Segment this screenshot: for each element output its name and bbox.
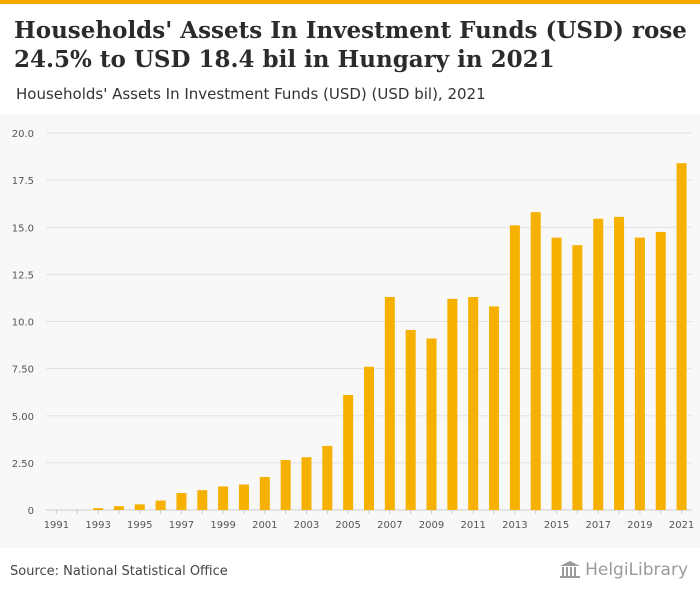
- bar: [238, 484, 249, 510]
- chart-area: 0 2.50 5.00 7.50 10.0 12.5 15.0 17.5 20.0 1991 199…: [0, 114, 700, 548]
- bar: [218, 486, 229, 510]
- bar: [426, 338, 437, 510]
- y-tick-label: 0: [28, 506, 34, 517]
- bar: [384, 296, 395, 510]
- bar-chart: 0 2.50 5.00 7.50 10.0 12.5 15.0 17.5 20.0 1991 199…: [12, 129, 695, 531]
- x-tick-label: 2009: [419, 520, 444, 531]
- brand-logo[interactable]: HelgiLibrary: [559, 560, 688, 580]
- bar: [468, 296, 479, 510]
- chart-subtitle: Households' Assets In Investment Funds (…: [16, 85, 486, 103]
- bar: [93, 508, 104, 510]
- bar: [155, 500, 166, 510]
- x-tick-label: 1999: [210, 520, 235, 531]
- y-tick-label: 10.0: [12, 318, 34, 329]
- x-tick-label: 1991: [44, 520, 69, 531]
- bar: [113, 506, 124, 510]
- page-title: Households' Assets In Investment Funds (…: [14, 17, 687, 73]
- bar: [197, 490, 208, 510]
- x-tick-label: 1997: [169, 520, 194, 531]
- bar: [593, 218, 604, 510]
- y-tick-label: 17.5: [12, 176, 34, 187]
- header: Households' Assets In Investment Funds (…: [0, 4, 700, 114]
- x-tick-label: 2005: [335, 520, 360, 531]
- library-icon: [560, 561, 581, 578]
- y-tick-label: 2.50: [12, 459, 34, 470]
- x-tick-label: 2017: [585, 520, 610, 531]
- y-tick-label: 5.00: [12, 412, 34, 423]
- bar: [530, 212, 541, 511]
- bar: [176, 493, 187, 510]
- x-tick-label: 2001: [252, 520, 277, 531]
- x-tick-label: 2021: [669, 520, 694, 531]
- x-tick-label: 1995: [127, 520, 152, 531]
- source-note: Source: National Statistical Office: [10, 564, 228, 579]
- y-tick-label: 12.5: [12, 270, 34, 281]
- x-tick-label: 2015: [544, 520, 569, 531]
- x-tick-label: 1993: [85, 520, 110, 531]
- bar: [259, 477, 270, 510]
- bar: [551, 237, 562, 510]
- bar: [405, 329, 416, 510]
- x-tick-label: 2007: [377, 520, 402, 531]
- y-tick-label: 7.50: [12, 365, 34, 376]
- bar: [134, 504, 145, 510]
- bar: [447, 298, 458, 510]
- bar: [363, 366, 375, 510]
- x-tick-label: 2019: [627, 520, 652, 531]
- bar: [634, 237, 645, 510]
- bar: [280, 460, 291, 510]
- y-tick-label: 15.0: [12, 223, 34, 234]
- x-tick-label: 2003: [294, 520, 319, 531]
- bar: [572, 245, 583, 510]
- x-tick-label: 2013: [502, 520, 527, 531]
- bar: [676, 163, 687, 510]
- bar: [322, 445, 333, 510]
- brand-name: HelgiLibrary: [585, 560, 688, 580]
- bar: [655, 231, 666, 510]
- bar: [489, 306, 500, 510]
- bar: [509, 225, 520, 510]
- bar: [301, 457, 312, 510]
- x-tick-label: 2011: [460, 520, 485, 531]
- bar: [614, 216, 625, 510]
- bar: [343, 395, 354, 510]
- footer: Source: National Statistical Office Helg…: [0, 548, 700, 596]
- accent-bar: [0, 0, 700, 4]
- y-tick-label: 20.0: [12, 129, 34, 140]
